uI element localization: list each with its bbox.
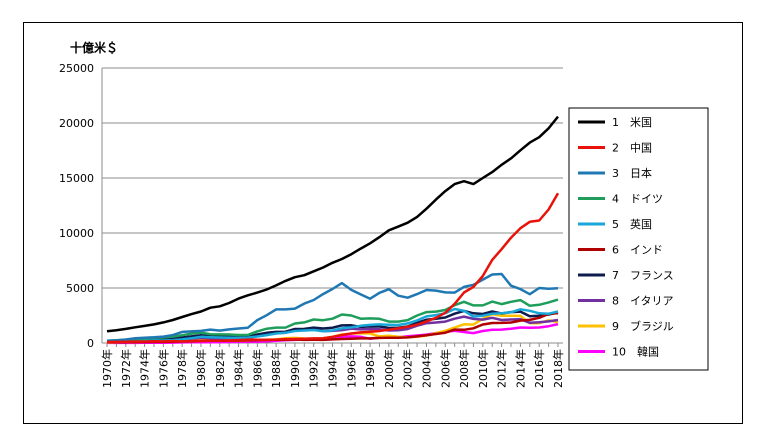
x-tick-label: 2016年: [532, 349, 546, 388]
series-line-1: [106, 115, 559, 333]
legend: 1 米国 2 中国 3 日本 4 ドイツ 5 英国 6 インド 7 フランス 8 イタリア 9 …: [568, 107, 709, 371]
x-tick-label: 1992年: [307, 349, 321, 388]
x-tick-label: 1976年: [156, 349, 170, 388]
x-tick-label: 2010年: [476, 349, 490, 388]
x-tick-label: 1996年: [344, 349, 358, 388]
x-tick-label: 2008年: [457, 349, 471, 388]
x-tick-label: 2002年: [401, 349, 415, 388]
legend-entry: 10 韓国: [612, 346, 659, 359]
series-line-3: [106, 272, 559, 342]
x-tick-label: 1986年: [250, 349, 264, 388]
x-tick-label: 2000年: [382, 349, 396, 388]
legend-entry: 8 イタリア: [612, 295, 674, 308]
x-tick-label: 2004年: [419, 349, 433, 388]
x-tick-label: 1980年: [194, 349, 208, 388]
legend-entry: 6 インド: [612, 244, 663, 257]
y-tick-label: 5000: [66, 282, 94, 295]
x-tick-label: 2014年: [513, 349, 527, 388]
x-tick-label: 1990年: [288, 349, 302, 388]
y-axis-unit-label: 十億米＄: [70, 40, 118, 55]
legend-entry: 7 フランス: [612, 269, 674, 282]
legend-entry: 3 日本: [612, 166, 652, 180]
y-tick-label: 0: [87, 337, 94, 350]
y-tick-label: 10000: [59, 227, 94, 240]
legend-entry: 1 米国: [612, 116, 652, 129]
x-tick-label: 1988年: [269, 349, 283, 388]
x-tick-label: 1978年: [175, 349, 189, 388]
x-tick-label: 1972年: [119, 349, 133, 388]
y-tick-label: 20000: [59, 117, 94, 130]
grid-lines: [102, 67, 563, 289]
x-tick-label: 1984年: [232, 349, 246, 388]
x-tick-label: 2012年: [495, 349, 509, 388]
x-tick-label: 1994年: [326, 349, 340, 388]
legend-entry: 5 英国: [612, 217, 652, 231]
series-line-5: [106, 307, 559, 343]
x-tick-label: 2018年: [551, 349, 565, 388]
series-line-7: [106, 309, 559, 343]
x-tick-label: 1970年: [100, 349, 114, 388]
legend-entry: 2 中国: [612, 142, 652, 155]
axes: [101, 68, 563, 347]
series-line-4: [106, 298, 559, 342]
series-line-2: [106, 192, 560, 344]
x-tick-label: 1998年: [363, 349, 377, 388]
x-tick-label: 1982年: [213, 349, 227, 388]
x-tick-label: 2006年: [438, 349, 452, 388]
legend-entry: 4 ドイツ: [612, 193, 663, 206]
y-tick-label: 15000: [59, 172, 94, 185]
y-tick-label: 25000: [59, 62, 94, 75]
x-tick-label: 1974年: [138, 349, 152, 388]
legend-entry: 9 ブラジル: [612, 319, 674, 333]
x-tick-labels: 1970年 1972年 1974年 1976年 1978年 1980年 1982年 1984年…: [100, 349, 565, 388]
series-lines: [106, 115, 560, 345]
y-tick-labels: 0 5000 10000 15000 20000 25000: [59, 62, 94, 350]
